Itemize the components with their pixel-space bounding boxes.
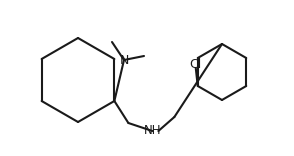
Text: Cl: Cl: [190, 58, 202, 71]
Text: N: N: [119, 54, 129, 66]
Text: NH: NH: [144, 124, 161, 137]
